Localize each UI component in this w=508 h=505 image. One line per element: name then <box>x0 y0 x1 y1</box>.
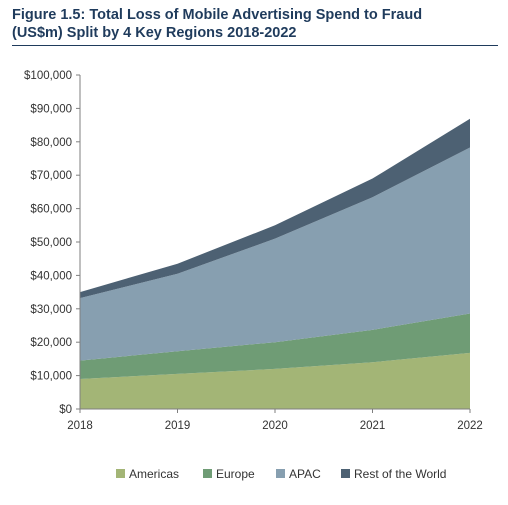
legend-item-apac: APAC <box>276 467 321 481</box>
legend-swatch <box>116 469 125 478</box>
y-tick-label: $70,000 <box>30 170 72 182</box>
legend-swatch <box>203 469 212 478</box>
legend-item-europe: Europe <box>203 467 255 481</box>
y-tick-label: $0 <box>59 404 72 416</box>
legend-swatch <box>276 469 285 478</box>
area-series-apac <box>80 147 470 361</box>
legend-label: Rest of the World <box>354 467 446 481</box>
x-tick-label: 2020 <box>262 420 288 432</box>
y-tick-label: $80,000 <box>30 137 72 149</box>
legend-item-rest-of-the-world: Rest of the World <box>341 467 446 481</box>
y-tick-label: $20,000 <box>30 337 72 349</box>
y-tick-label: $30,000 <box>30 304 72 316</box>
y-tick-label: $60,000 <box>30 204 72 216</box>
area-layers <box>80 118 470 409</box>
area-series-americas <box>80 352 470 409</box>
x-tick-label: 2018 <box>67 420 93 432</box>
x-tick-label: 2022 <box>457 420 483 432</box>
y-tick-label: $100,000 <box>24 70 72 82</box>
legend-swatch <box>341 469 350 478</box>
chart-title: Figure 1.5: Total Loss of Mobile Adverti… <box>12 6 502 42</box>
legend-label: Europe <box>216 467 255 481</box>
axes: $0 $10,000 $20,000 $30,000 $40,000 $50,000 $60… <box>24 70 483 432</box>
y-tick-label: $10,000 <box>30 371 72 383</box>
x-tick-label: 2019 <box>165 420 191 432</box>
x-tick-label: 2021 <box>360 420 386 432</box>
chart-title-line-2: (US$m) Split by 4 Key Regions 2018-2022 <box>12 25 297 41</box>
y-tick-label: $50,000 <box>30 237 72 249</box>
legend: Americas Europe APAC Rest of the World <box>116 467 446 481</box>
y-tick-label: $40,000 <box>30 270 72 282</box>
legend-label: Americas <box>129 467 179 481</box>
chart-title-line-1: Figure 1.5: Total Loss of Mobile Adverti… <box>12 7 423 23</box>
title-divider <box>12 45 498 46</box>
legend-item-americas: Americas <box>116 467 179 481</box>
y-tick-label: $90,000 <box>30 103 72 115</box>
legend-label: APAC <box>289 467 321 481</box>
